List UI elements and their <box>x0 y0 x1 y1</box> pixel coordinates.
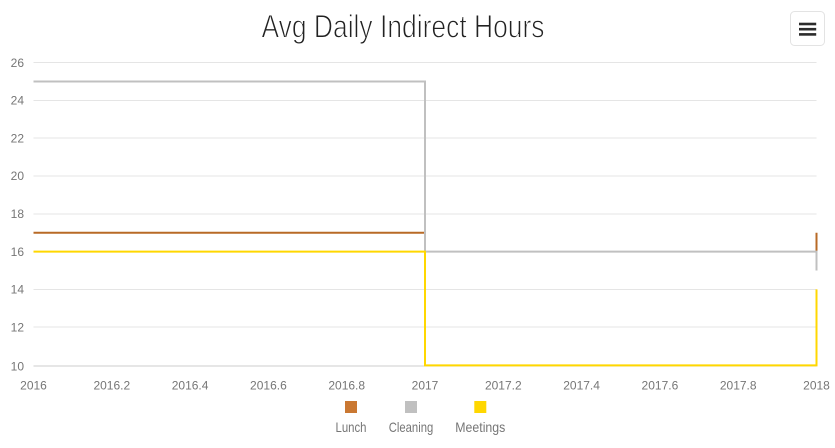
svg-text:2017: 2017 <box>412 378 439 392</box>
svg-text:2017.4: 2017.4 <box>563 378 600 392</box>
svg-text:24: 24 <box>11 94 25 108</box>
svg-text:2016.2: 2016.2 <box>93 378 130 392</box>
svg-text:Cleaning: Cleaning <box>389 419 434 435</box>
svg-text:2017.8: 2017.8 <box>720 378 757 392</box>
svg-text:2016: 2016 <box>20 378 47 392</box>
svg-text:2017.6: 2017.6 <box>642 378 679 392</box>
svg-text:10: 10 <box>11 360 25 374</box>
svg-text:2016.4: 2016.4 <box>172 378 209 392</box>
svg-text:2016.8: 2016.8 <box>328 378 365 392</box>
svg-text:22: 22 <box>11 131 25 145</box>
svg-text:2016.6: 2016.6 <box>250 378 287 392</box>
svg-text:12: 12 <box>11 320 25 334</box>
svg-text:18: 18 <box>11 207 25 221</box>
svg-text:Lunch: Lunch <box>336 419 367 435</box>
svg-text:Avg Daily Indirect Hours: Avg Daily Indirect Hours <box>262 9 545 45</box>
svg-text:20: 20 <box>11 169 25 183</box>
svg-text:2017.2: 2017.2 <box>485 378 522 392</box>
svg-text:16: 16 <box>11 245 25 259</box>
svg-text:26: 26 <box>11 56 25 70</box>
svg-text:Meetings: Meetings <box>455 419 505 435</box>
svg-text:14: 14 <box>11 283 25 297</box>
svg-text:2018: 2018 <box>803 378 830 392</box>
